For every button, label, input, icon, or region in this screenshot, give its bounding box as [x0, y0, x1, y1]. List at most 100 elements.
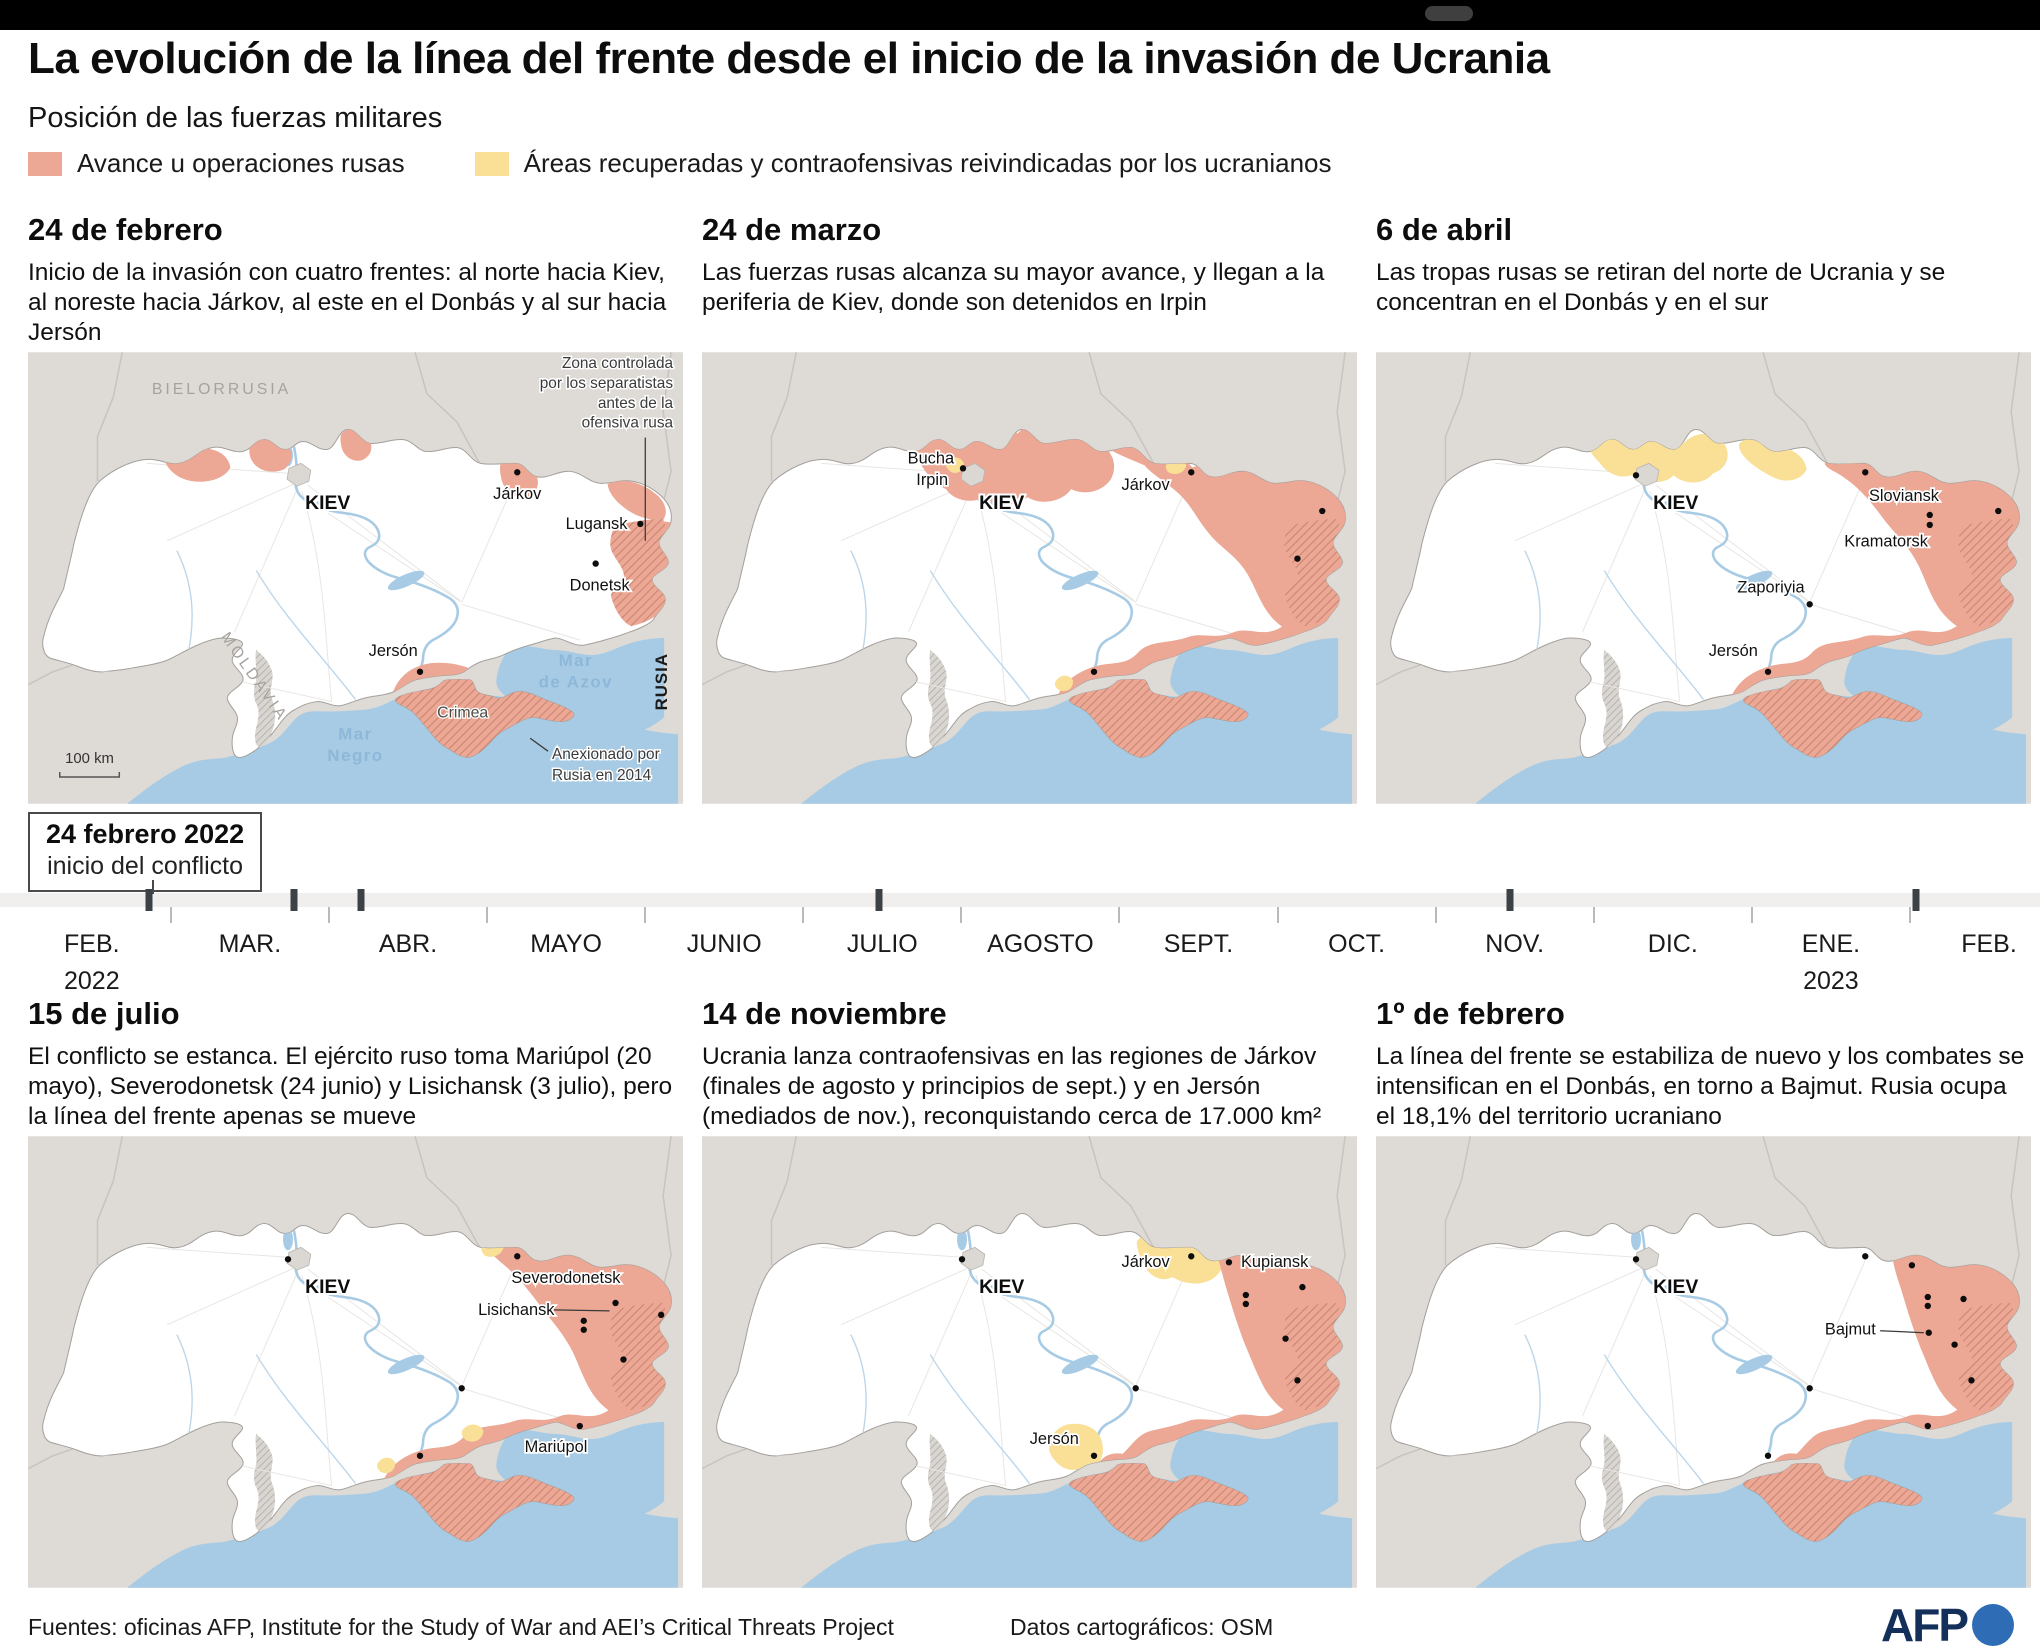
panel-date: 6 de abril	[1376, 212, 1513, 247]
city-dot	[1925, 1329, 1932, 1336]
map-label-jers-n: Jersón	[369, 642, 418, 660]
map-label-mar: Mar	[338, 724, 372, 743]
reservoir	[1735, 570, 1773, 591]
city-dot	[514, 1253, 521, 1260]
city-dot	[1968, 1377, 1975, 1384]
timeline-month-separator	[486, 907, 489, 923]
country-border	[702, 664, 747, 686]
country-border	[2010, 352, 2020, 500]
panel-date: 1º de febrero	[1376, 996, 1565, 1031]
road-line	[1675, 1296, 1810, 1387]
map-p4: KIEV Severodonetsk Lisichansk Mariúpol	[28, 1136, 683, 1588]
road-line	[1809, 1260, 1866, 1387]
road-line	[1495, 1246, 1637, 1258]
panel-description: Ucrania lanza contraofensivas en las reg…	[702, 1043, 1322, 1130]
map-label-bucha: Bucha	[908, 449, 955, 467]
timeline-month-separator	[802, 907, 805, 923]
panel-description: Las tropas rusas se retiran del norte de…	[1376, 259, 1946, 316]
timeline-month-separator	[1750, 907, 1753, 923]
panel-p5: 14 de noviembre Ucrania lanza contraofens…	[702, 996, 1357, 1588]
country-border	[414, 1136, 481, 1248]
kiev-city-shape	[960, 1246, 986, 1271]
map-label-zaporiyia: Zaporiyia	[1737, 578, 1805, 596]
kiev-city-shape	[960, 462, 986, 487]
city-dot	[1632, 472, 1640, 479]
country-border	[770, 352, 798, 482]
city-dot	[416, 668, 424, 675]
map-label-kiev: KIEV	[979, 1276, 1024, 1298]
road-line	[907, 1270, 973, 1417]
city-dot	[1926, 521, 1933, 529]
map-label-j-rkov: Járkov	[493, 485, 542, 503]
road-line	[975, 491, 1007, 702]
map-label-100-km: 100 km	[65, 751, 114, 767]
city-dot	[1924, 1302, 1931, 1310]
area-hatched-russian	[610, 518, 672, 627]
scale-bar	[59, 772, 121, 778]
city-dot	[1995, 507, 2002, 515]
road-line	[840, 482, 971, 542]
map-label-anexionado-por: Anexionado por	[552, 746, 660, 763]
timeline-event-tick	[290, 889, 298, 911]
timeline-callout-caption: inicio del conflicto	[47, 852, 244, 880]
road-line	[461, 1260, 518, 1387]
panel-description: El conflicto se estanca. El ejército rus…	[28, 1043, 673, 1130]
map-label-kiev: KIEV	[305, 492, 350, 514]
road-line	[147, 1246, 289, 1258]
country-border	[1444, 1136, 1472, 1266]
timeline-month-ene-2023: ENE. 2023	[1802, 930, 1860, 996]
river	[255, 1354, 357, 1484]
map-label-zona-controlada: Zona controlada	[562, 355, 674, 372]
city-dot	[1926, 511, 1933, 519]
reservoir	[387, 570, 425, 591]
country-border	[1336, 1136, 1346, 1284]
timeline-event-tick	[1912, 889, 1920, 911]
timeline-month-separator	[327, 907, 330, 923]
map-label-de-azov: de Azov	[539, 673, 613, 692]
reservoir	[987, 1280, 1013, 1294]
timeline-month-mar: MAR.	[219, 930, 282, 959]
kiev-city-shape	[286, 462, 312, 487]
month-label: DIC.	[1647, 930, 1698, 958]
city-dot	[1806, 601, 1813, 608]
map-wrap: Bucha Irpin KIEV Járkov	[702, 352, 1357, 804]
panel-date: 24 de febrero	[28, 212, 223, 247]
road-line	[166, 482, 297, 542]
timeline-month-mayo: MAYO	[530, 930, 602, 959]
map-label-kiev: KIEV	[1653, 1276, 1698, 1298]
city-dot	[458, 1385, 465, 1392]
timeline-event-tick	[357, 889, 365, 911]
country-border	[28, 1448, 73, 1470]
city-dot	[576, 1422, 583, 1430]
road-line	[1514, 1266, 1645, 1326]
reservoir	[387, 1354, 425, 1375]
footer: Fuentes: oficinas AFP, Institute for the…	[0, 1598, 2040, 1652]
dnieper-river	[292, 1230, 460, 1457]
country-border	[1376, 1448, 1421, 1470]
timeline-month-abr: ABR.	[379, 930, 437, 959]
timeline-month-julio: JULIO	[847, 930, 918, 959]
country-border	[662, 1136, 672, 1284]
road-line	[301, 491, 333, 702]
area-russian-advance	[1102, 442, 1346, 633]
month-label: AGOSTO	[987, 930, 1094, 958]
road-line	[166, 1266, 297, 1326]
legend: Avance u operaciones rusas Áreas recupera…	[28, 148, 1402, 179]
month-label: OCT.	[1328, 930, 1386, 958]
transnistria-hatch	[253, 1433, 276, 1532]
city-dot	[1764, 1452, 1772, 1459]
road-line	[327, 1296, 462, 1387]
road-line	[233, 486, 299, 633]
legend-label-1: Áreas recuperadas y contraofensivas reiv…	[523, 148, 1332, 178]
road-line	[301, 1275, 333, 1486]
map-label-mari-pol: Mariúpol	[525, 1438, 588, 1456]
legend-swatch-0	[28, 151, 62, 176]
map-p6: KIEV Bajmut	[1376, 1136, 2031, 1588]
timeline-callout-date: 24 febrero 2022	[46, 819, 245, 849]
map-wrap: KIEV Bajmut	[1376, 1136, 2031, 1588]
transnistria-hatch	[927, 649, 950, 748]
road-line	[975, 1275, 1007, 1486]
month-label: SEPT.	[1163, 930, 1234, 958]
map-label-bielorrusia: BIELORRUSIA	[152, 381, 291, 398]
panel-date: 24 de marzo	[702, 212, 882, 247]
